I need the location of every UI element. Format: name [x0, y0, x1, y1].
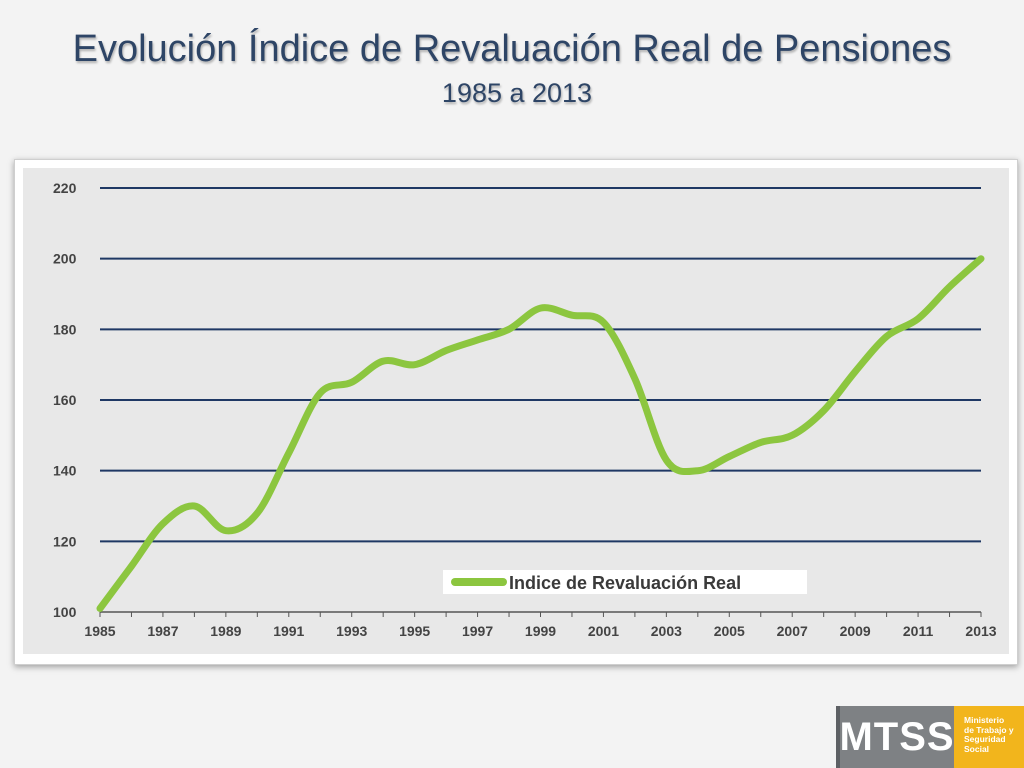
x-tick-label: 2013	[965, 623, 996, 639]
x-tick-label: 2001	[588, 623, 619, 639]
y-tick-label: 120	[53, 533, 77, 549]
y-tick-label: 180	[53, 321, 77, 337]
x-tick-label: 2009	[840, 623, 871, 639]
mtss-logo: MTSS Ministerio de Trabajo y Seguridad S…	[836, 706, 1024, 768]
x-tick-label: 1995	[399, 623, 430, 639]
gridlines	[100, 187, 981, 613]
slide-subtitle: 1985 a 2013	[441, 78, 593, 108]
x-tick-label: 1993	[336, 623, 367, 639]
logo-line: Seguridad	[964, 734, 1006, 744]
legend-label: Indice de Revaluación Real	[509, 573, 741, 593]
series-layer	[96, 255, 985, 612]
logo-line: de Trabajo y	[964, 724, 1014, 735]
y-tick-label: 200	[53, 251, 77, 267]
legend: Indice de Revaluación Real	[443, 570, 807, 594]
x-tick-label: 1997	[462, 623, 493, 639]
x-tick-label: 1989	[210, 623, 241, 639]
x-tick-label: 2007	[777, 623, 808, 639]
x-tick-label: 1999	[525, 623, 556, 639]
logo-line: Social	[964, 743, 990, 754]
y-tick-label: 160	[53, 392, 77, 408]
x-tick-label: 2003	[651, 623, 682, 639]
x-axis-ticks: 1985 1987 1989 1991 1993 1995 1997 1999 2001 2003…	[84, 612, 997, 639]
chart-panel: 100 120 140 160 180 200 220 1985 1987 1989 1991 19…	[14, 159, 1018, 665]
x-tick-label: 2005	[714, 623, 745, 639]
logo-line: Ministerio	[964, 715, 1005, 725]
y-axis-ticks: 100 120 140 160 180 200 220	[53, 180, 77, 620]
logo-acronym: MTSS	[836, 706, 954, 768]
slide-title: Evolución Índice de Revaluación Real de …	[72, 28, 952, 70]
logo-ministry-name: Ministerio de Trabajo y Seguridad Social	[954, 706, 1024, 768]
x-tick-label: 1987	[147, 623, 178, 639]
x-tick-label: 2011	[903, 623, 934, 639]
y-tick-label: 140	[53, 463, 77, 479]
x-tick-label: 1991	[273, 623, 304, 639]
y-tick-label: 100	[53, 604, 77, 620]
y-tick-label: 220	[53, 180, 77, 196]
x-tick-label: 1985	[84, 623, 115, 639]
